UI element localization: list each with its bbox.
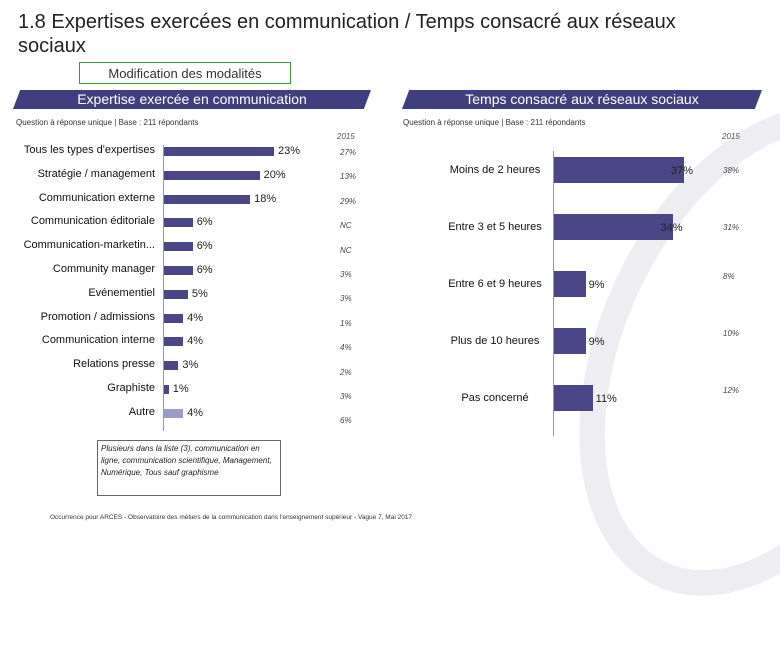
value-label: 5% xyxy=(191,287,208,300)
bar xyxy=(554,385,593,411)
bar xyxy=(164,147,274,156)
value-label: 6% xyxy=(196,240,213,253)
value-label: 4% xyxy=(187,406,204,419)
bar xyxy=(554,271,586,297)
value-label: 6% xyxy=(196,216,213,229)
left-chart-title: Expertise exercée en communication xyxy=(13,90,371,109)
page-title: 1.8 Expertises exercées en communication… xyxy=(18,11,676,57)
bar xyxy=(164,218,193,228)
value-label: 4% xyxy=(187,311,204,324)
value-label: 11% xyxy=(595,393,617,405)
reference-value: 2% xyxy=(340,367,352,377)
reference-value: 12% xyxy=(723,386,740,395)
bar xyxy=(554,328,586,354)
value-label: 9% xyxy=(588,279,605,291)
legend-note: Plusieurs dans la liste (3), communicati… xyxy=(97,440,281,496)
bar xyxy=(164,385,169,394)
reference-value: 3% xyxy=(340,270,352,279)
reference-value: 31% xyxy=(723,223,740,232)
category-label: Stratégie / management xyxy=(37,167,155,180)
reference-value: NC xyxy=(340,245,352,255)
bar xyxy=(164,266,193,275)
category-label: Communication interne xyxy=(41,334,155,347)
value-label: 3% xyxy=(182,359,199,372)
category-label: Pas concerné xyxy=(461,392,529,404)
bar xyxy=(164,408,184,418)
category-label: Community manager xyxy=(52,263,155,275)
category-label: Communication externe xyxy=(38,191,155,204)
bar xyxy=(164,313,184,323)
bar xyxy=(164,337,184,347)
category-label: Moins de 2 heures xyxy=(449,164,541,176)
reference-value: 1% xyxy=(340,318,352,328)
category-label: Autre xyxy=(128,405,155,418)
left-chart-subtitle: Question à réponse unique | Base : 211 r… xyxy=(16,118,199,127)
reference-value: 4% xyxy=(340,343,352,353)
left-reference-header: 2015 xyxy=(337,132,355,141)
reference-value: 6% xyxy=(340,416,352,426)
right-reference-header: 2015 xyxy=(722,132,740,141)
right-axis-line xyxy=(553,151,554,436)
value-label: 1% xyxy=(172,383,189,395)
bar xyxy=(554,157,684,183)
category-label: Communication-marketin... xyxy=(23,239,155,252)
reference-value: 38% xyxy=(723,166,740,175)
category-label: Entre 3 et 5 heures xyxy=(448,221,542,233)
reference-value: 8% xyxy=(723,272,735,281)
reference-value: 3% xyxy=(340,294,352,304)
bar xyxy=(554,214,674,240)
category-label: Tous les types d'expertises xyxy=(23,144,155,156)
value-label: 9% xyxy=(588,336,605,348)
value-label: 6% xyxy=(196,264,213,276)
value-label: 18% xyxy=(254,192,277,205)
reference-value: 13% xyxy=(340,172,357,182)
reference-value: NC xyxy=(340,221,352,231)
category-label: Communication éditoriale xyxy=(30,215,155,228)
reference-value: 29% xyxy=(340,196,357,206)
footer-source: Occurrence pour ARCES - Observatoire des… xyxy=(50,514,413,521)
value-label: 37% xyxy=(671,165,694,177)
bar xyxy=(164,242,193,252)
reference-value: 10% xyxy=(723,329,740,338)
bar xyxy=(164,289,188,299)
value-label: 23% xyxy=(278,145,301,157)
right-chart-title: Temps consacré aux réseaux sociaux xyxy=(402,90,762,109)
modification-badge: Modification des modalités xyxy=(79,62,291,84)
value-label: 20% xyxy=(263,168,286,181)
category-label: Relations presse xyxy=(73,358,155,371)
right-chart-subtitle: Question à réponse unique | Base : 211 r… xyxy=(403,118,586,127)
left-axis-line xyxy=(163,145,164,431)
value-label: 34% xyxy=(660,222,683,234)
category-label: Promotion / admissions xyxy=(40,310,155,323)
bar xyxy=(164,361,179,371)
category-label: Entre 6 et 9 heures xyxy=(448,278,542,290)
category-label: Plus de 10 heures xyxy=(450,335,540,347)
reference-value: 3% xyxy=(340,392,352,401)
category-label: Evénementiel xyxy=(88,286,155,299)
category-label: Graphiste xyxy=(107,382,155,394)
bar xyxy=(164,194,251,204)
value-label: 4% xyxy=(187,335,204,348)
bar xyxy=(164,170,260,180)
reference-value: 27% xyxy=(340,148,357,157)
